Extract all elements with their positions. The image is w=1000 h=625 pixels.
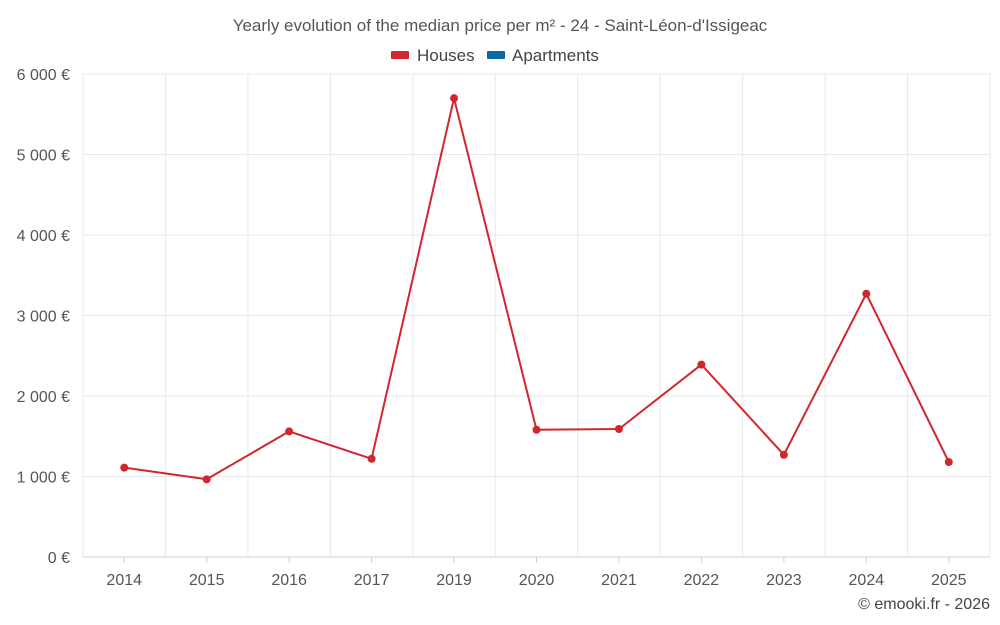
y-axis-ticks: 0 € 1 000 € 2 000 € 3 000 € 4 000 € 5 000 € 6 … bbox=[17, 67, 70, 567]
y-tick-label: 5 000 € bbox=[17, 148, 70, 165]
data-point-2017[interactable] bbox=[367, 454, 376, 463]
series-houses bbox=[120, 94, 953, 484]
x-tick-label-2023: 2023 bbox=[766, 572, 802, 589]
data-point-2015[interactable] bbox=[202, 475, 211, 484]
x-tick-label-2025: 2025 bbox=[931, 572, 967, 589]
x-tick-label-2020: 2020 bbox=[519, 572, 555, 589]
x-axis-ticks: 2014 2015 2016 2017 2019 2020 2021 2022 2023 2024… bbox=[106, 557, 967, 589]
legend-item-houses[interactable]: Houses bbox=[391, 46, 475, 65]
chart-title: Yearly evolution of the median price per… bbox=[233, 16, 768, 35]
x-tick-label-2021: 2021 bbox=[601, 572, 637, 589]
data-point-2022[interactable] bbox=[697, 360, 706, 369]
legend-label-apartments: Apartments bbox=[512, 46, 599, 65]
data-point-2014[interactable] bbox=[120, 463, 129, 472]
data-point-2023[interactable] bbox=[779, 450, 788, 459]
credit-text: © emooki.fr - 2026 bbox=[858, 596, 990, 613]
legend-swatch-houses bbox=[391, 51, 409, 59]
legend-swatch-apartments bbox=[487, 51, 505, 59]
x-tick-label-2017: 2017 bbox=[354, 572, 390, 589]
y-tick-label: 0 € bbox=[48, 550, 70, 567]
data-point-2024[interactable] bbox=[862, 289, 871, 298]
x-tick-label-2022: 2022 bbox=[684, 572, 720, 589]
x-tick-label-2024: 2024 bbox=[849, 572, 885, 589]
y-tick-label: 2 000 € bbox=[17, 389, 70, 406]
data-point-2025[interactable] bbox=[944, 458, 953, 467]
x-tick-label-2016: 2016 bbox=[271, 572, 307, 589]
y-tick-label: 3 000 € bbox=[17, 309, 70, 326]
grid bbox=[82, 73, 991, 558]
x-tick-label-2014: 2014 bbox=[106, 572, 142, 589]
data-point-2020[interactable] bbox=[532, 425, 541, 434]
y-tick-label: 1 000 € bbox=[17, 470, 70, 487]
legend-label-houses: Houses bbox=[417, 46, 475, 65]
data-point-2021[interactable] bbox=[614, 425, 623, 434]
data-point-2019[interactable] bbox=[450, 94, 459, 103]
legend-item-apartments[interactable]: Apartments bbox=[487, 46, 599, 65]
y-tick-label: 6 000 € bbox=[17, 67, 70, 84]
y-tick-label: 4 000 € bbox=[17, 228, 70, 245]
legend: Houses Apartments bbox=[391, 46, 599, 65]
x-tick-label-2015: 2015 bbox=[189, 572, 225, 589]
x-tick-label-2019: 2019 bbox=[436, 572, 472, 589]
data-point-2016[interactable] bbox=[285, 427, 294, 436]
